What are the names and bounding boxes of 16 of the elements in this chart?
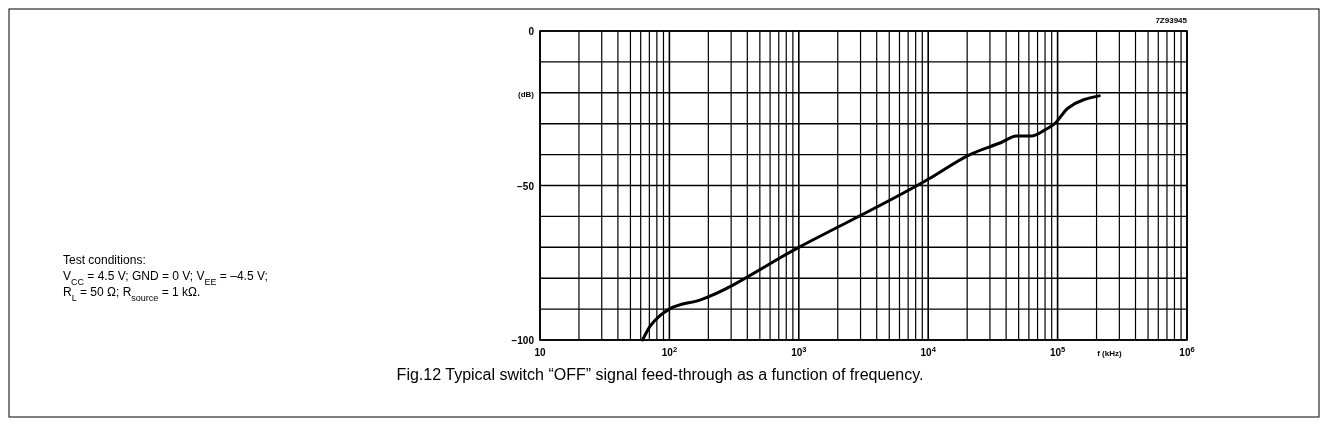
text: Test conditions:	[63, 253, 146, 267]
x-axis-title: f (kHz)	[1097, 349, 1122, 358]
y-axis-title: (dB)	[518, 89, 535, 99]
text: R$_{L}$ = 50 Ω; R$_{source}$ = 1 kΩ.	[63, 285, 201, 303]
y-tick-label: −100	[511, 335, 535, 346]
x-tick-label: 10$^{5}$	[1049, 344, 1066, 358]
x-tick-label: 10$^{2}$	[661, 344, 678, 358]
x-tick-label: 10$^{3}$	[791, 344, 807, 358]
text: V$_{CC}$ = 4.5 V; GND = 0 V; V$_{EE}$ = –4.5 V;	[63, 269, 268, 287]
y-tick-label: −50	[517, 180, 535, 192]
x-tick-label: 10	[534, 347, 546, 358]
text: 7Z93945	[1155, 16, 1188, 25]
x-tick-label: 10$^{4}$	[920, 344, 937, 358]
x-tick-label: 10$^{6}$	[1179, 344, 1195, 358]
text: Fig.12 Typical switch “OFF” signal feed-through as a function of frequency.	[396, 366, 924, 383]
y-tick-label: 0	[528, 26, 535, 37]
